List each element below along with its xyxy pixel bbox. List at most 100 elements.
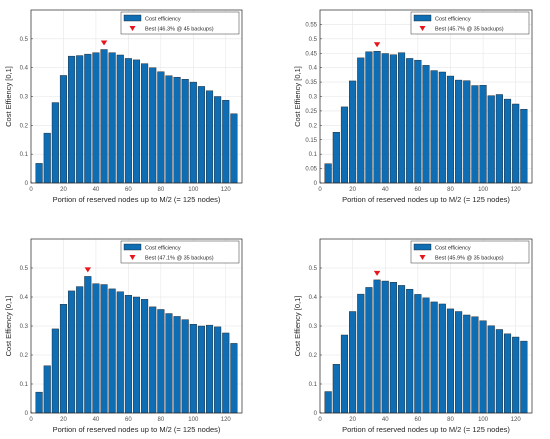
bar <box>479 320 487 414</box>
legend-bar-swatch <box>413 243 432 251</box>
bar <box>406 288 414 414</box>
bar <box>149 306 157 414</box>
y-axis-label: Cost Effiency [0,1] <box>4 66 13 127</box>
bar <box>463 80 471 184</box>
axes-frame <box>319 9 533 184</box>
bar <box>197 86 205 184</box>
bar <box>43 365 51 414</box>
bar <box>332 132 340 184</box>
bar <box>520 340 528 414</box>
x-tick-label: 0 <box>318 187 322 193</box>
x-axis-label: Portion of reserved nodes up to M/2 (= 1… <box>53 425 221 434</box>
bar <box>222 332 230 414</box>
bar <box>100 49 108 184</box>
bar <box>51 328 59 414</box>
y-tick-label: 0.1 <box>309 382 318 388</box>
legend-box <box>410 240 530 264</box>
bar <box>414 294 422 414</box>
x-tick-label: 20 <box>349 187 356 193</box>
x-tick-label: 40 <box>382 187 389 193</box>
y-tick-label: 0 <box>314 181 318 187</box>
y-tick-label: 0.25 <box>305 109 317 115</box>
bar <box>157 309 165 414</box>
legend-marker-swatch <box>419 26 426 31</box>
x-tick-label: 100 <box>188 187 199 193</box>
bar <box>503 98 512 184</box>
bar <box>463 314 471 414</box>
bar <box>520 108 528 184</box>
bar <box>471 316 479 414</box>
bar <box>84 276 92 414</box>
chart-panel-3: 0 20 40 60 80 100 120 0 0.1 0.2 0.3 0.4 0.5 Portion o… <box>4 238 243 434</box>
x-tick-label: 120 <box>511 187 522 193</box>
y-tick-label: 0.4 <box>309 295 318 301</box>
x-tick-label: 40 <box>382 417 389 423</box>
bar <box>349 80 357 184</box>
bar <box>165 313 173 414</box>
y-tick-label: 0 <box>314 411 318 417</box>
y-tick-label: 0.05 <box>305 167 317 173</box>
bar <box>487 95 495 184</box>
bar <box>430 70 438 184</box>
y-tick-label: 0.15 <box>305 138 317 144</box>
x-tick-label: 80 <box>447 417 454 423</box>
x-tick-label: 0 <box>29 187 33 193</box>
legend-marker-swatch <box>419 255 426 260</box>
bar <box>92 283 100 414</box>
bar <box>173 76 181 184</box>
bar <box>173 316 181 414</box>
x-tick-label: 40 <box>93 187 100 193</box>
y-tick-label: 0.3 <box>309 95 318 101</box>
bar <box>406 58 414 184</box>
y-tick-label: 0.35 <box>305 80 317 86</box>
bar <box>157 71 165 184</box>
bar <box>357 293 365 414</box>
x-tick-label: 60 <box>415 187 422 193</box>
y-tick-label: 0.1 <box>20 152 29 158</box>
y-tick-label: 0.2 <box>20 123 29 129</box>
bar <box>479 85 487 184</box>
x-axis-label: Portion of reserved nodes up to M/2 (= 1… <box>342 425 510 434</box>
x-tick-label: 20 <box>60 187 67 193</box>
y-tick-label: 0.4 <box>20 295 29 301</box>
bar <box>51 102 59 184</box>
bar <box>230 343 238 414</box>
legend: Cost efficiency Best (47.1% @ 35 backups) <box>120 240 240 264</box>
bar <box>141 63 149 184</box>
legend-label: Cost efficiency <box>435 246 471 252</box>
y-tick-label: 0.5 <box>309 37 318 43</box>
bar <box>214 96 222 184</box>
y-tick-label: 0.1 <box>309 152 318 158</box>
x-tick-label: 100 <box>478 417 489 423</box>
bar <box>373 279 381 414</box>
y-tick-label: 0.2 <box>20 353 29 359</box>
bar <box>332 364 340 414</box>
y-tick-label: 0.5 <box>20 37 29 43</box>
bar <box>422 65 430 184</box>
bar <box>455 79 463 184</box>
bar <box>422 297 430 414</box>
bar <box>197 325 205 414</box>
bar <box>430 301 438 414</box>
y-tick-label: 0.2 <box>309 123 318 129</box>
bar <box>132 296 141 414</box>
x-tick-label: 100 <box>478 187 489 193</box>
bar <box>324 391 332 414</box>
legend-label: Best (47.1% @ 35 backups) <box>145 256 214 262</box>
x-tick-label: 80 <box>158 417 165 423</box>
legend-label: Cost efficiency <box>145 246 181 252</box>
y-tick-label: 0.3 <box>20 324 29 330</box>
bar <box>487 325 495 414</box>
bar <box>446 75 455 184</box>
x-tick-label: 20 <box>349 417 356 423</box>
legend-bar-swatch <box>413 14 432 22</box>
x-tick-label: 100 <box>188 417 199 423</box>
best-marker <box>84 267 92 273</box>
bar <box>214 326 222 414</box>
chart-panel-4: 0 20 40 60 80 100 120 0 0.1 0.2 0.3 0.4 0.5 Portion o… <box>293 238 533 434</box>
bar <box>149 67 157 184</box>
bar <box>230 113 238 184</box>
axes-frame <box>319 238 533 414</box>
x-tick-label: 120 <box>511 417 522 423</box>
